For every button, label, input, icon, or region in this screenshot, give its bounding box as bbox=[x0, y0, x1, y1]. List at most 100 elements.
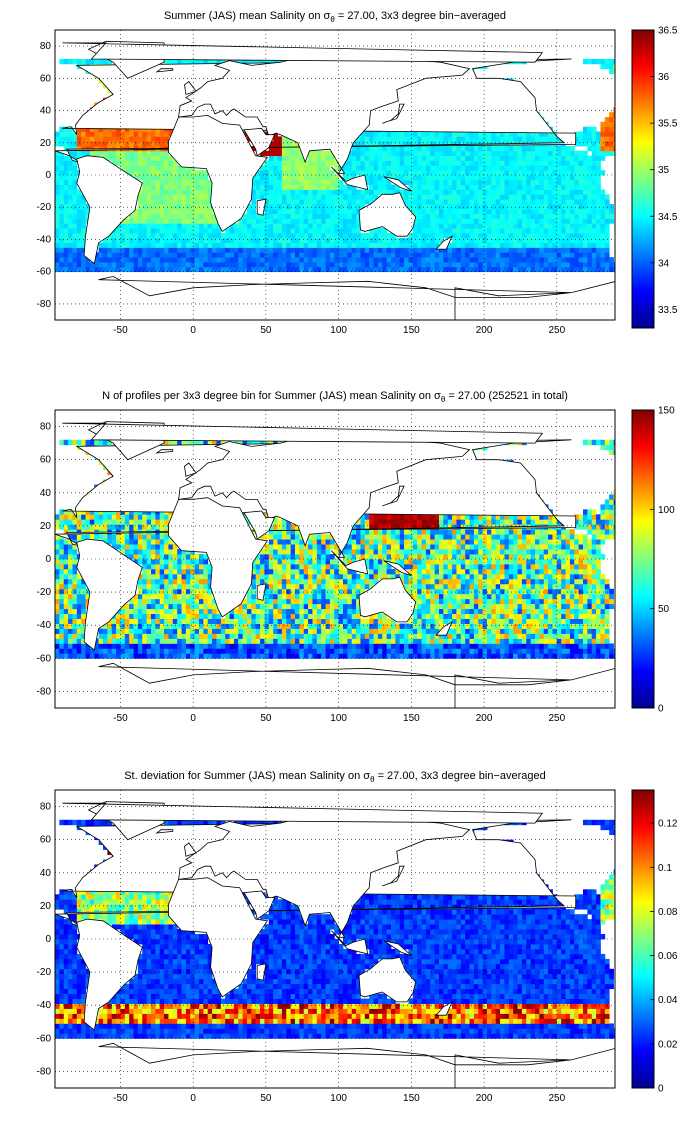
heatmap-cell bbox=[483, 185, 488, 190]
heatmap-cell bbox=[173, 634, 178, 639]
heatmap-cell bbox=[513, 214, 518, 219]
heatmap-cell bbox=[430, 252, 435, 257]
heatmap-cell bbox=[155, 634, 160, 639]
heatmap-cell bbox=[68, 267, 73, 272]
heatmap-cell bbox=[295, 267, 300, 272]
heatmap-cell bbox=[177, 638, 182, 643]
heatmap-cell bbox=[129, 653, 134, 658]
heatmap-cell bbox=[247, 257, 252, 262]
heatmap-cell bbox=[147, 589, 152, 594]
heatmap-cell bbox=[408, 248, 413, 253]
heatmap-cell bbox=[72, 643, 77, 648]
heatmap-cell bbox=[299, 252, 304, 257]
heatmap-cell bbox=[461, 194, 466, 199]
heatmap-cell bbox=[151, 519, 156, 524]
heatmap-cell bbox=[456, 248, 461, 253]
heatmap-cell bbox=[81, 209, 86, 214]
heatmap-cell bbox=[251, 267, 256, 272]
heatmap-cell bbox=[417, 209, 422, 214]
heatmap-cell bbox=[59, 624, 64, 629]
heatmap-cell bbox=[77, 194, 82, 199]
heatmap-cell bbox=[68, 604, 73, 609]
heatmap-cell bbox=[112, 267, 117, 272]
heatmap-cell bbox=[378, 165, 383, 170]
heatmap-cell bbox=[435, 199, 440, 204]
heatmap-cell bbox=[186, 214, 191, 219]
heatmap-cell bbox=[483, 199, 488, 204]
heatmap-cell bbox=[378, 233, 383, 238]
heatmap-cell bbox=[552, 233, 557, 238]
heatmap-cell bbox=[596, 248, 601, 253]
heatmap-cell bbox=[99, 132, 104, 137]
heatmap-cell bbox=[147, 619, 152, 624]
heatmap-cell bbox=[600, 151, 605, 156]
heatmap-cell bbox=[125, 604, 130, 609]
heatmap-cell bbox=[225, 233, 230, 238]
heatmap-cell bbox=[321, 180, 326, 185]
heatmap-cell bbox=[86, 653, 91, 658]
heatmap-cell bbox=[574, 151, 579, 156]
heatmap-cell bbox=[155, 175, 160, 180]
heatmap-cell bbox=[561, 194, 566, 199]
heatmap-cell bbox=[195, 643, 200, 648]
heatmap-cell bbox=[387, 233, 392, 238]
heatmap-cell bbox=[147, 132, 152, 137]
heatmap-cell bbox=[155, 190, 160, 195]
heatmap-cell bbox=[435, 146, 440, 151]
heatmap-cell bbox=[400, 146, 405, 151]
heatmap-cell bbox=[605, 243, 610, 248]
heatmap-cell bbox=[138, 604, 143, 609]
heatmap-cell bbox=[321, 175, 326, 180]
heatmap-cell bbox=[430, 194, 435, 199]
heatmap-cell bbox=[478, 204, 483, 209]
heatmap-cell bbox=[583, 223, 588, 228]
heatmap-cell bbox=[509, 257, 514, 262]
heatmap-cell bbox=[356, 204, 361, 209]
heatmap-cell bbox=[531, 165, 536, 170]
heatmap-cell bbox=[544, 199, 549, 204]
heatmap-cell bbox=[177, 190, 182, 195]
heatmap-cell bbox=[587, 199, 592, 204]
heatmap-cell bbox=[72, 589, 77, 594]
heatmap-cell bbox=[339, 233, 344, 238]
heatmap-cell bbox=[443, 233, 448, 238]
heatmap-cell bbox=[94, 132, 99, 137]
heatmap-cell bbox=[212, 243, 217, 248]
heatmap-cell bbox=[173, 653, 178, 658]
heatmap-cell bbox=[155, 233, 160, 238]
heatmap-cell bbox=[81, 199, 86, 204]
heatmap-cell bbox=[59, 643, 64, 648]
heatmap-cell bbox=[312, 223, 317, 228]
heatmap-cell bbox=[422, 151, 427, 156]
heatmap-cell bbox=[430, 132, 435, 137]
heatmap-cell bbox=[282, 151, 287, 156]
heatmap-cell bbox=[81, 648, 86, 653]
heatmap-cell bbox=[103, 514, 108, 519]
heatmap-cell bbox=[343, 257, 348, 262]
heatmap-cell bbox=[173, 180, 178, 185]
heatmap-cell bbox=[59, 599, 64, 604]
heatmap-cell bbox=[68, 252, 73, 257]
heatmap-cell bbox=[273, 175, 278, 180]
heatmap-cell bbox=[452, 194, 457, 199]
heatmap-cell bbox=[470, 190, 475, 195]
heatmap-cell bbox=[513, 209, 518, 214]
heatmap-cell bbox=[247, 209, 252, 214]
heatmap-cell bbox=[570, 228, 575, 233]
heatmap-cell bbox=[286, 257, 291, 262]
heatmap-cell bbox=[339, 190, 344, 195]
heatmap-cell bbox=[518, 170, 523, 175]
heatmap-cell bbox=[203, 257, 208, 262]
heatmap-cell bbox=[199, 248, 204, 253]
heatmap-cell bbox=[352, 262, 357, 267]
heatmap-cell bbox=[347, 262, 352, 267]
heatmap-cell bbox=[286, 248, 291, 253]
heatmap-cell bbox=[417, 194, 422, 199]
heatmap-cell bbox=[509, 170, 514, 175]
heatmap-cell bbox=[544, 165, 549, 170]
heatmap-cell bbox=[347, 170, 352, 175]
heatmap-cell bbox=[160, 589, 165, 594]
heatmap-cell bbox=[552, 223, 557, 228]
heatmap-cell bbox=[579, 228, 584, 233]
heatmap-cell bbox=[260, 194, 265, 199]
